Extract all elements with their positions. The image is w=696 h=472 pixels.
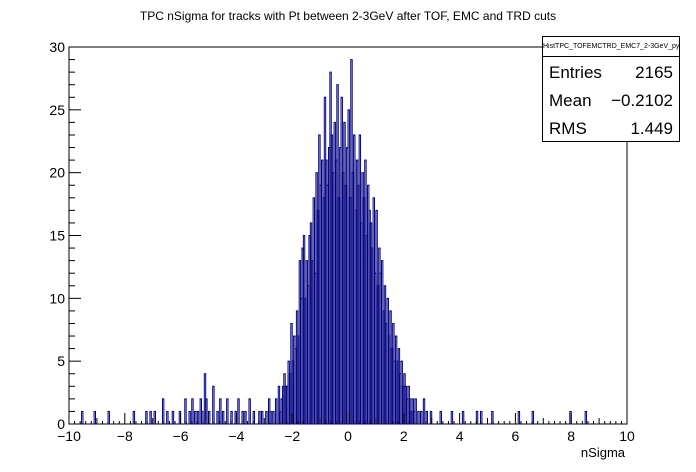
histogram-bin — [480, 410, 483, 425]
histogram-bin — [461, 410, 465, 425]
x-tick-label: 0 — [344, 428, 352, 444]
histogram-bin — [93, 410, 97, 425]
x-tick-label: −10 — [57, 428, 81, 444]
stats-label-mean: Mean — [549, 91, 592, 110]
chart-title: TPC nSigma for tracks with Pt between 2-… — [139, 9, 557, 23]
histogram-bin — [425, 410, 429, 425]
y-tick-label: 20 — [49, 165, 65, 181]
histogram-bin — [161, 398, 165, 425]
x-axis-title: nSigma — [581, 445, 626, 460]
stats-box: HistTPC_TOFEMCTRD_EMC7_2-3GeV_py Entries… — [542, 36, 680, 142]
histogram-bin — [196, 410, 200, 425]
x-tick-label: 2 — [400, 428, 408, 444]
histogram-bin — [145, 410, 148, 425]
histogram-bin — [414, 398, 417, 425]
stats-row-rms: RMS 1.449 — [549, 115, 673, 143]
histogram-bin — [241, 410, 244, 425]
y-tick-label: 15 — [49, 228, 65, 244]
histogram-bin — [132, 410, 136, 425]
y-tick-label: 10 — [49, 290, 65, 306]
stats-row-entries: Entries 2165 — [549, 59, 673, 87]
histogram-bin — [531, 410, 535, 425]
x-tick-label: −8 — [117, 428, 133, 444]
stats-value-rms: 1.449 — [630, 119, 673, 138]
x-tick-label: 6 — [512, 428, 520, 444]
histogram-bin — [149, 410, 152, 425]
histogram-bin — [417, 410, 420, 425]
stats-label-entries: Entries — [549, 63, 602, 82]
histogram-bin — [216, 410, 219, 425]
histogram-bin — [420, 410, 423, 425]
histogram-bin — [272, 410, 275, 425]
histogram-bin — [81, 410, 84, 425]
histogram-bin — [258, 410, 261, 425]
x-tick-label: 10 — [619, 428, 635, 444]
stats-value-mean: −0.2102 — [611, 91, 673, 110]
stats-row-mean: Mean −0.2102 — [549, 87, 673, 115]
histogram-bin — [219, 398, 222, 425]
histogram-bin — [201, 410, 204, 425]
stats-value-entries: 2165 — [635, 63, 673, 82]
histogram-bin — [221, 410, 225, 425]
histogram-bin — [584, 410, 588, 425]
histogram-bin — [226, 398, 229, 425]
x-tick-label: 8 — [567, 428, 575, 444]
x-tick-label: −6 — [173, 428, 189, 444]
histogram-bin — [450, 410, 454, 425]
histogram-bin — [166, 410, 169, 425]
y-tick-label: 0 — [57, 416, 65, 432]
histogram-bin — [212, 385, 215, 425]
histogram-bin — [265, 410, 268, 425]
histogram-bin — [429, 410, 433, 425]
histogram-bin — [422, 398, 426, 425]
y-tick-label: 25 — [49, 102, 65, 118]
histogram-bin — [244, 410, 247, 425]
histogram-bin — [107, 410, 110, 425]
histogram-bin — [491, 410, 494, 425]
x-tick-label: 4 — [456, 428, 464, 444]
histogram-bin — [230, 410, 233, 425]
histogram-bin — [252, 410, 256, 425]
x-tick-label: −2 — [284, 428, 300, 444]
histogram-bin — [517, 410, 521, 425]
y-tick-label: 5 — [57, 353, 65, 369]
histogram-bin — [475, 410, 479, 425]
histogram-bin — [274, 398, 278, 425]
histogram-name: HistTPC_TOFEMCTRD_EMC7_2-3GeV_py — [543, 37, 679, 57]
histogram-bin — [171, 410, 175, 425]
histogram-bin — [439, 410, 442, 425]
histogram-bin — [237, 398, 240, 425]
histogram-bin — [188, 410, 191, 425]
histogram-bin — [277, 385, 281, 425]
histogram-bin — [248, 398, 251, 425]
histogram-bin — [184, 398, 187, 425]
stats-label-rms: RMS — [549, 119, 587, 138]
histogram-bin — [205, 398, 208, 425]
histogram-bin — [194, 410, 197, 425]
histogram-bin — [208, 410, 211, 425]
histogram-bin — [191, 398, 194, 425]
histogram-bin — [269, 410, 272, 425]
y-tick-label: 30 — [49, 39, 65, 55]
histogram-bin — [261, 410, 264, 425]
x-tick-label: −4 — [228, 428, 244, 444]
histogram-bin — [153, 410, 156, 425]
